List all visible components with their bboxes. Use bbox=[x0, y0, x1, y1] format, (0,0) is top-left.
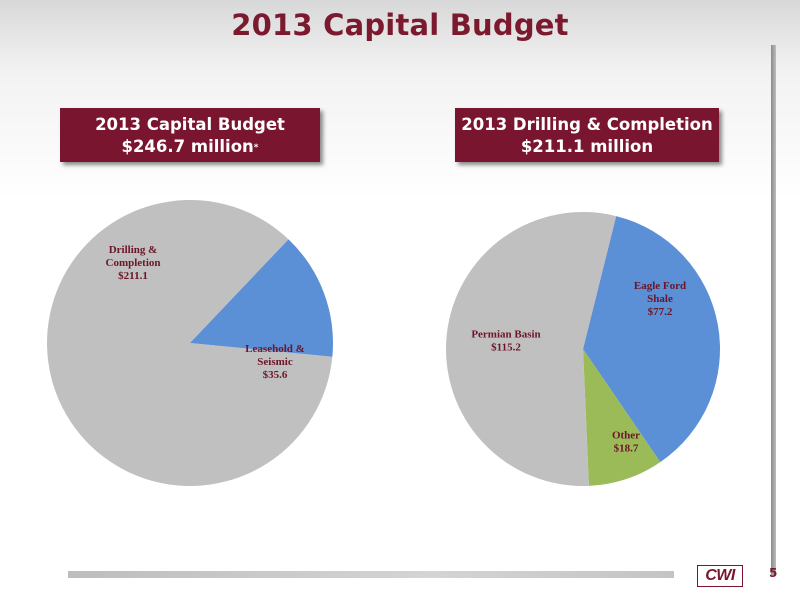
capital-budget-box-title: 2013 Capital Budget bbox=[95, 115, 285, 134]
drilling-pie-label-other: Other $18.7 bbox=[612, 430, 640, 455]
drilling-pie-label-permian-basin: Permian Basin $115.2 bbox=[471, 329, 540, 354]
bottom-decorative-bar bbox=[68, 571, 674, 578]
capital-budget-box-amount: $246.7 million* bbox=[60, 136, 320, 158]
drilling-completion-box-amount: $211.1 million bbox=[520, 137, 654, 156]
drilling-pie-slice-permian-basin bbox=[445, 211, 617, 486]
budget-pie-label-leasehold-seismic: Leasehold & Seismic $35.6 bbox=[245, 343, 305, 381]
budget-pie-label-drilling-completion: Drilling & Completion $211.1 bbox=[106, 244, 161, 282]
footnote-marker: * bbox=[253, 143, 259, 153]
right-decorative-bar bbox=[771, 45, 776, 575]
page-title: 2013 Capital Budget bbox=[231, 8, 569, 42]
capital-budget-box: 2013 Capital Budget $246.7 million* bbox=[60, 108, 320, 162]
drilling-pie-slice-eagle-ford-shale bbox=[583, 216, 720, 463]
budget-pie-slice-leasehold-seismic bbox=[190, 239, 333, 357]
drilling-completion-box: 2013 Drilling & Completion $211.1 millio… bbox=[455, 108, 719, 162]
drilling-pie-label-eagle-ford-shale: Eagle Ford Shale $77.2 bbox=[634, 280, 686, 318]
logo-text: CWI bbox=[705, 567, 735, 584]
company-logo: CWI bbox=[697, 565, 743, 587]
drilling-pie-slice-other bbox=[583, 349, 661, 486]
page-number: 5 bbox=[769, 566, 778, 580]
capital-budget-amount: $246.7 million bbox=[121, 137, 254, 156]
drilling-completion-box-title: 2013 Drilling & Completion bbox=[461, 115, 713, 134]
budget-pie-slice-drilling-completion bbox=[46, 199, 333, 486]
